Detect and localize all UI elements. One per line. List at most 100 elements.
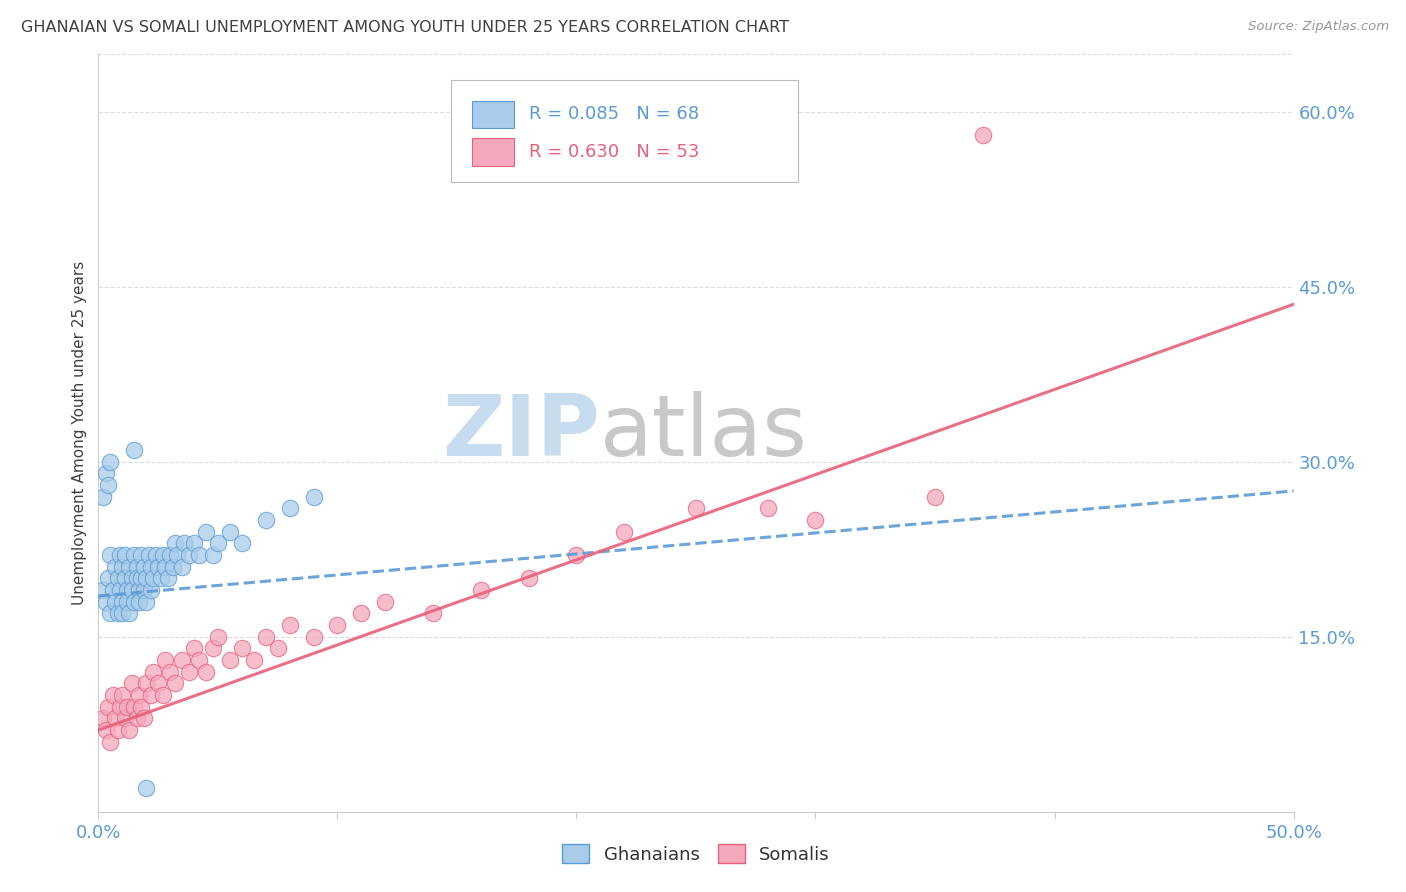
Point <box>924 490 946 504</box>
Point <box>163 676 186 690</box>
Point <box>135 595 157 609</box>
Point <box>139 688 162 702</box>
Point <box>565 548 588 562</box>
Point <box>128 688 150 702</box>
Point <box>350 607 373 621</box>
Point <box>131 571 153 585</box>
Point <box>219 653 242 667</box>
Point <box>231 641 253 656</box>
Point <box>159 665 181 679</box>
Point <box>125 559 148 574</box>
Point <box>121 676 143 690</box>
Bar <box>472 101 515 128</box>
Point <box>111 607 134 621</box>
Text: R = 0.085   N = 68: R = 0.085 N = 68 <box>529 105 699 123</box>
Legend: Ghanaians, Somalis: Ghanaians, Somalis <box>555 837 837 871</box>
Point <box>94 723 117 737</box>
Point <box>374 595 396 609</box>
Point <box>101 583 124 598</box>
Point <box>219 524 242 539</box>
Point <box>152 548 174 562</box>
FancyBboxPatch shape <box>451 80 797 183</box>
Point <box>756 501 779 516</box>
Point <box>104 711 127 725</box>
Point <box>243 653 266 667</box>
Point <box>162 559 184 574</box>
Point <box>107 607 129 621</box>
Point <box>159 548 181 562</box>
Point <box>142 571 165 585</box>
Point <box>97 571 120 585</box>
Point <box>118 607 141 621</box>
Point <box>179 548 201 562</box>
Point <box>128 583 150 598</box>
Point <box>470 583 492 598</box>
Point <box>98 607 122 621</box>
Point <box>124 699 146 714</box>
Point <box>121 583 143 598</box>
Point <box>254 630 277 644</box>
Point <box>166 548 188 562</box>
Point <box>187 653 209 667</box>
Point <box>173 536 195 550</box>
Point <box>207 630 229 644</box>
Point <box>517 571 540 585</box>
Point <box>125 711 148 725</box>
Point <box>114 548 136 562</box>
Point <box>98 455 122 469</box>
Point <box>278 501 301 516</box>
Point <box>132 583 155 598</box>
Point <box>98 735 122 749</box>
Point <box>111 595 134 609</box>
Point <box>111 559 134 574</box>
Point <box>148 559 170 574</box>
Point <box>114 571 136 585</box>
Point <box>125 571 148 585</box>
Point <box>202 548 225 562</box>
Point <box>267 641 290 656</box>
Point <box>118 559 141 574</box>
Point <box>302 490 325 504</box>
Point <box>98 548 122 562</box>
Point <box>422 607 444 621</box>
Point <box>114 711 136 725</box>
Point <box>145 548 167 562</box>
Point <box>195 524 218 539</box>
Point <box>142 665 165 679</box>
Point <box>128 595 150 609</box>
Point <box>94 467 117 481</box>
Point <box>804 513 827 527</box>
Point <box>115 595 138 609</box>
Point <box>132 711 155 725</box>
Point <box>326 618 349 632</box>
Point <box>183 641 205 656</box>
Y-axis label: Unemployment Among Youth under 25 years: Unemployment Among Youth under 25 years <box>72 260 87 605</box>
Point <box>163 536 186 550</box>
Point <box>107 571 129 585</box>
Point <box>101 688 124 702</box>
Point <box>104 559 127 574</box>
Point <box>195 665 218 679</box>
Point <box>613 524 636 539</box>
Point <box>121 571 143 585</box>
Point <box>172 559 194 574</box>
Point <box>108 583 131 598</box>
Point <box>207 536 229 550</box>
Point <box>183 536 205 550</box>
Point <box>152 688 174 702</box>
Point <box>94 595 117 609</box>
Point <box>135 571 157 585</box>
Point <box>97 478 120 492</box>
Text: ZIP: ZIP <box>443 391 600 475</box>
Point <box>131 699 153 714</box>
Text: atlas: atlas <box>600 391 808 475</box>
Point <box>124 548 146 562</box>
Point <box>124 595 146 609</box>
Point <box>149 571 172 585</box>
Point <box>97 699 120 714</box>
Point <box>91 583 114 598</box>
Point <box>138 548 160 562</box>
Point <box>155 559 177 574</box>
Point <box>172 653 194 667</box>
Point <box>118 723 141 737</box>
